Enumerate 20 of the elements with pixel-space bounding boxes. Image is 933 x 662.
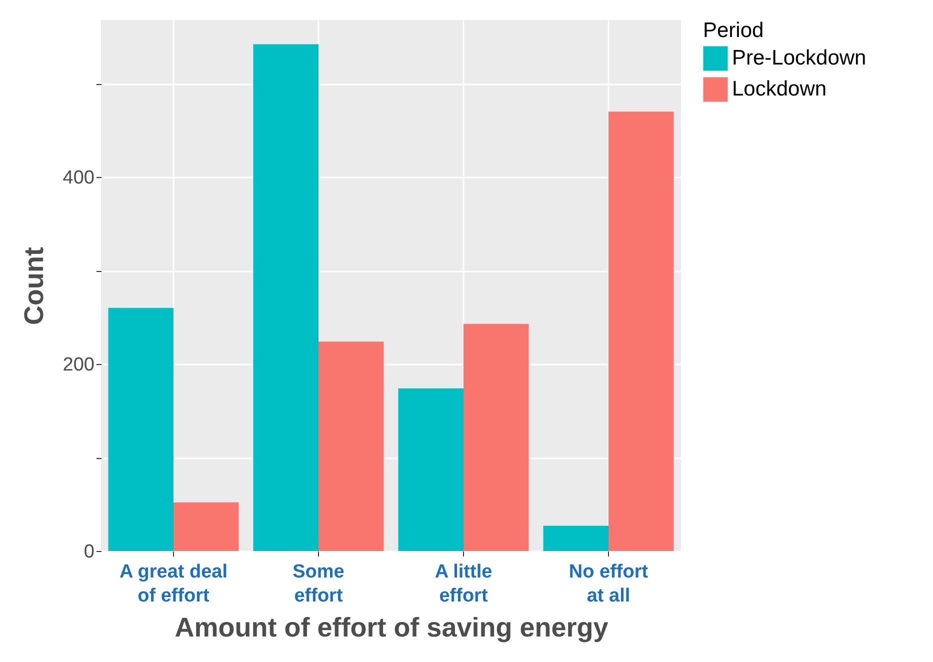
legend-label: Pre-Lockdown	[732, 46, 866, 70]
y-tick-label: 400	[62, 168, 94, 189]
x-tick-label: Some effort	[292, 562, 344, 606]
bar	[398, 388, 464, 551]
bar	[318, 342, 384, 551]
x-axis-title: Amount of effort of saving energy	[174, 612, 608, 642]
legend-label: Lockdown	[732, 78, 827, 100]
bar	[253, 44, 318, 551]
bar	[174, 502, 239, 551]
y-tick-label: 0	[84, 542, 94, 562]
x-tick-label: A little effort	[434, 562, 492, 606]
bar	[608, 112, 674, 551]
x-tick-label: A great deal of effort	[119, 562, 228, 606]
legend-title: Period	[703, 19, 764, 42]
bar	[543, 526, 608, 551]
y-axis-title: Count	[18, 247, 49, 325]
bar	[464, 324, 529, 551]
bar	[108, 308, 174, 551]
y-tick-label: 200	[62, 354, 94, 376]
x-tick-label: No effort at all	[568, 562, 649, 606]
